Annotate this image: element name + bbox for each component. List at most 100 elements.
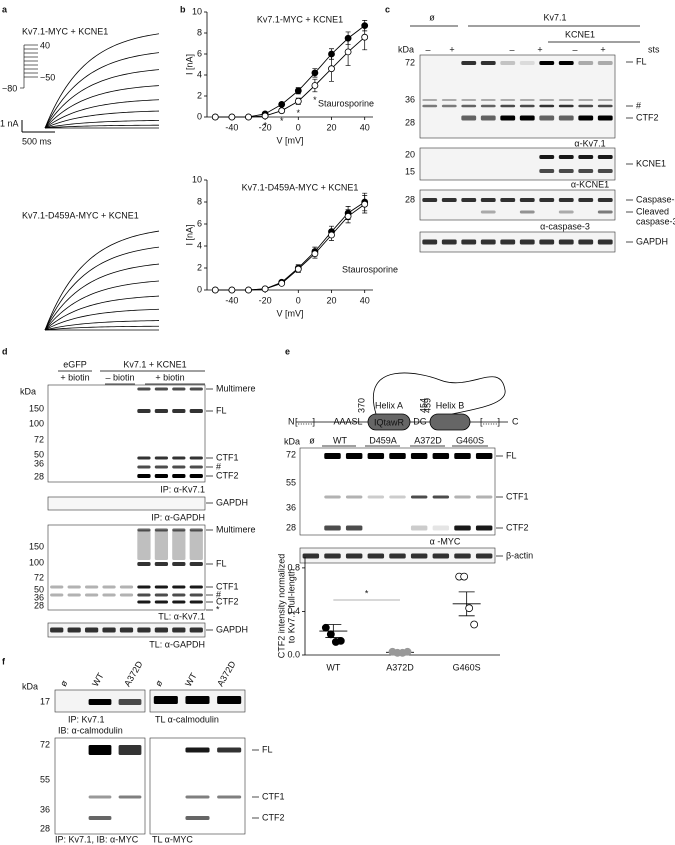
- band: [137, 409, 151, 413]
- label: 370: [356, 398, 366, 413]
- band: [475, 553, 493, 559]
- label: WT: [183, 671, 199, 689]
- band: [461, 198, 477, 202]
- band: [172, 409, 186, 413]
- data-point: [278, 107, 286, 115]
- band: [558, 239, 574, 245]
- current-trace: [44, 99, 160, 129]
- band: [539, 169, 555, 173]
- y-tick-label: 8: [197, 27, 202, 37]
- data-point: [278, 101, 286, 108]
- blot: [419, 189, 616, 221]
- band: [578, 239, 594, 245]
- data-point: [344, 212, 352, 220]
- band: [558, 61, 574, 65]
- label: G460S: [456, 435, 484, 445]
- band: [519, 104, 535, 108]
- y-tick-label: 0: [197, 284, 202, 294]
- label: N: [288, 416, 295, 426]
- label: #: [216, 461, 221, 471]
- y-tick-label: 8: [197, 196, 202, 206]
- band: [88, 816, 112, 820]
- data-point: [294, 97, 302, 105]
- label: 28: [34, 600, 44, 610]
- y-tick-label: 0: [197, 111, 202, 121]
- significance: *: [365, 588, 369, 598]
- band: [597, 198, 613, 202]
- band: [84, 585, 99, 589]
- label: β-actin: [506, 550, 533, 560]
- band: [50, 627, 64, 633]
- blot: [299, 447, 496, 536]
- band: [410, 525, 428, 531]
- label: FL: [216, 558, 227, 568]
- band: [88, 699, 112, 705]
- label: DG: [413, 416, 427, 426]
- label: +: [537, 44, 542, 54]
- data-point: [328, 65, 335, 73]
- significance: *: [297, 108, 301, 118]
- band: [454, 525, 471, 531]
- current-trace: [44, 230, 160, 331]
- label: 28: [34, 471, 44, 481]
- y-axis-label: to Kv7.1 full-length: [286, 569, 296, 644]
- band: [172, 600, 186, 604]
- label: CTF1: [216, 452, 239, 462]
- band: [345, 525, 363, 531]
- band: [519, 99, 535, 101]
- band: [422, 198, 438, 202]
- y-axis-label: I [nA]: [184, 54, 194, 75]
- label: AAASL: [333, 416, 362, 426]
- label: Kv7.1-MYC + KCNE1: [22, 26, 108, 36]
- band: [67, 585, 81, 589]
- label: 459: [422, 398, 432, 413]
- label: IP: α-Kv7.1: [160, 484, 205, 494]
- label: CTF1: [506, 491, 529, 501]
- band: [597, 169, 613, 173]
- label: 55: [40, 774, 50, 784]
- x-tick-label: 0: [296, 295, 301, 305]
- data-point: [245, 113, 252, 121]
- band: [558, 99, 574, 101]
- band: [154, 627, 169, 633]
- label: ø: [429, 12, 435, 22]
- label: ø: [309, 435, 315, 445]
- band: [578, 61, 594, 65]
- band: [539, 239, 555, 245]
- label: α-Kv7.1: [574, 138, 605, 148]
- band: [137, 456, 151, 460]
- label: IB: α-calmodulin: [58, 725, 123, 735]
- label: Helix A: [375, 400, 403, 410]
- label: WT: [333, 435, 347, 445]
- label: 72: [34, 572, 44, 582]
- band: [153, 696, 178, 704]
- band: [519, 210, 535, 214]
- band: [475, 495, 493, 499]
- band: [324, 495, 341, 499]
- label: α -MYC: [430, 536, 461, 546]
- label: Kv7.1 + KCNE1: [123, 359, 186, 369]
- band: [67, 627, 81, 633]
- band: [480, 115, 496, 121]
- band: [154, 562, 169, 566]
- current-trace: [44, 320, 160, 331]
- band: [189, 562, 203, 566]
- band: [154, 528, 169, 532]
- band: [558, 155, 574, 159]
- current-trace: [44, 325, 160, 331]
- band: [189, 600, 203, 604]
- label: d: [2, 346, 8, 356]
- label: FL: [262, 744, 273, 754]
- band: [519, 61, 535, 65]
- label: CTF2: [636, 112, 659, 122]
- band: [189, 409, 203, 413]
- x-tick-label: 20: [326, 295, 336, 305]
- label: FL: [636, 56, 647, 66]
- label: α-KCNE1: [571, 179, 609, 189]
- band: [461, 99, 477, 101]
- chart-title: Kv7.1-MYC + KCNE1: [257, 14, 343, 24]
- label: + biotin: [60, 372, 89, 382]
- band: [102, 627, 116, 633]
- band: [154, 474, 169, 478]
